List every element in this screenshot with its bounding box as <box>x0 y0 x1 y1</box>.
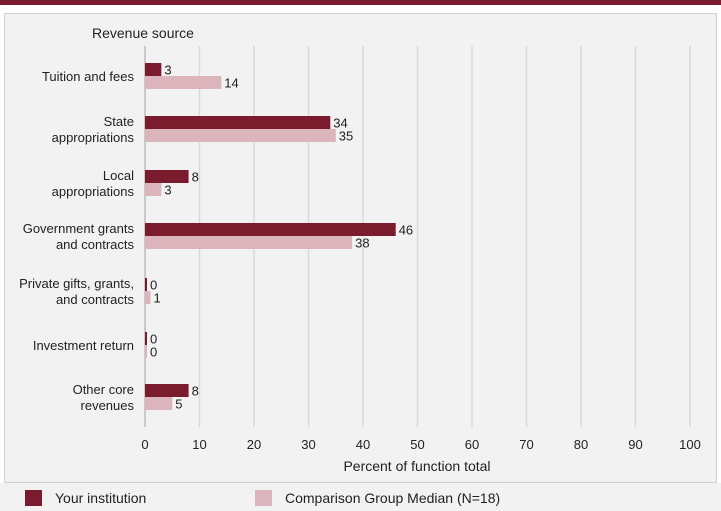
category-label-0: Tuition and fees <box>42 69 135 84</box>
x-tick-label-20: 20 <box>247 437 261 452</box>
top-accent-bar <box>0 0 721 5</box>
category-label-4: Private gifts, grants, and contracts <box>19 276 134 307</box>
data-label-institution-5: 0 <box>150 332 157 347</box>
data-label-comparison-4: 1 <box>153 291 160 306</box>
bar-institution-0 <box>145 63 162 76</box>
category-labels: Tuition and fees State appropriations Local… <box>19 69 134 413</box>
data-label-institution-6: 8 <box>192 384 199 399</box>
category-label-5: Investment return <box>33 338 134 353</box>
bar-comparison-1 <box>145 129 336 142</box>
bar-institution-5 <box>145 332 147 345</box>
x-tick-label-40: 40 <box>356 437 370 452</box>
legend-label-your-institution: Your institution <box>55 490 147 506</box>
bar-institution-6 <box>145 384 189 397</box>
data-label-comparison-2: 3 <box>164 183 171 198</box>
bar-comparison-3 <box>145 236 353 249</box>
legend-swatch-your-institution <box>25 490 42 506</box>
data-label-comparison-1: 35 <box>339 129 353 144</box>
category-label-1: State appropriations <box>52 114 135 145</box>
category-label-6: Other core revenues <box>73 382 135 413</box>
category-label-3: Government grants and contracts <box>23 221 135 252</box>
data-label-institution-4: 0 <box>150 278 157 293</box>
data-label-institution-3: 46 <box>399 223 413 238</box>
chart-panel <box>4 13 717 483</box>
x-tick-label-70: 70 <box>519 437 533 452</box>
data-label-comparison-6: 5 <box>175 397 182 412</box>
bar-comparison-6 <box>145 397 173 410</box>
data-label-institution-2: 8 <box>192 170 199 185</box>
data-label-institution-0: 3 <box>164 63 171 78</box>
data-label-comparison-5: 0 <box>150 345 157 360</box>
bar-comparison-5 <box>145 345 147 358</box>
bar-comparison-2 <box>145 183 162 196</box>
category-label-2: Local appropriations <box>52 168 135 199</box>
legend-swatch-comparison-group <box>255 490 272 506</box>
data-label-comparison-3: 38 <box>355 236 369 251</box>
x-tick-label-60: 60 <box>465 437 479 452</box>
x-tick-label-90: 90 <box>628 437 642 452</box>
x-tick-label-10: 10 <box>192 437 206 452</box>
x-tick-label-30: 30 <box>301 437 315 452</box>
x-axis-label: Percent of function total <box>343 458 490 474</box>
x-tick-label-80: 80 <box>574 437 588 452</box>
bar-institution-2 <box>145 170 189 183</box>
data-label-comparison-0: 14 <box>224 76 238 91</box>
legend-label-comparison-group: Comparison Group Median (N=18) <box>285 490 501 506</box>
chart-title: Revenue source <box>92 25 194 41</box>
x-tick-labels: 0 10 20 30 40 50 60 70 80 90 100 <box>141 437 700 452</box>
bar-comparison-0 <box>145 76 222 89</box>
bar-institution-1 <box>145 116 331 129</box>
x-tick-label-0: 0 <box>141 437 148 452</box>
bar-comparison-4 <box>145 291 151 304</box>
bar-institution-3 <box>145 223 396 236</box>
legend: Your institution Comparison Group Median… <box>0 483 721 511</box>
x-tick-label-100: 100 <box>679 437 701 452</box>
data-label-institution-1: 34 <box>333 116 347 131</box>
bar-institution-4 <box>145 278 147 291</box>
x-tick-label-50: 50 <box>410 437 424 452</box>
